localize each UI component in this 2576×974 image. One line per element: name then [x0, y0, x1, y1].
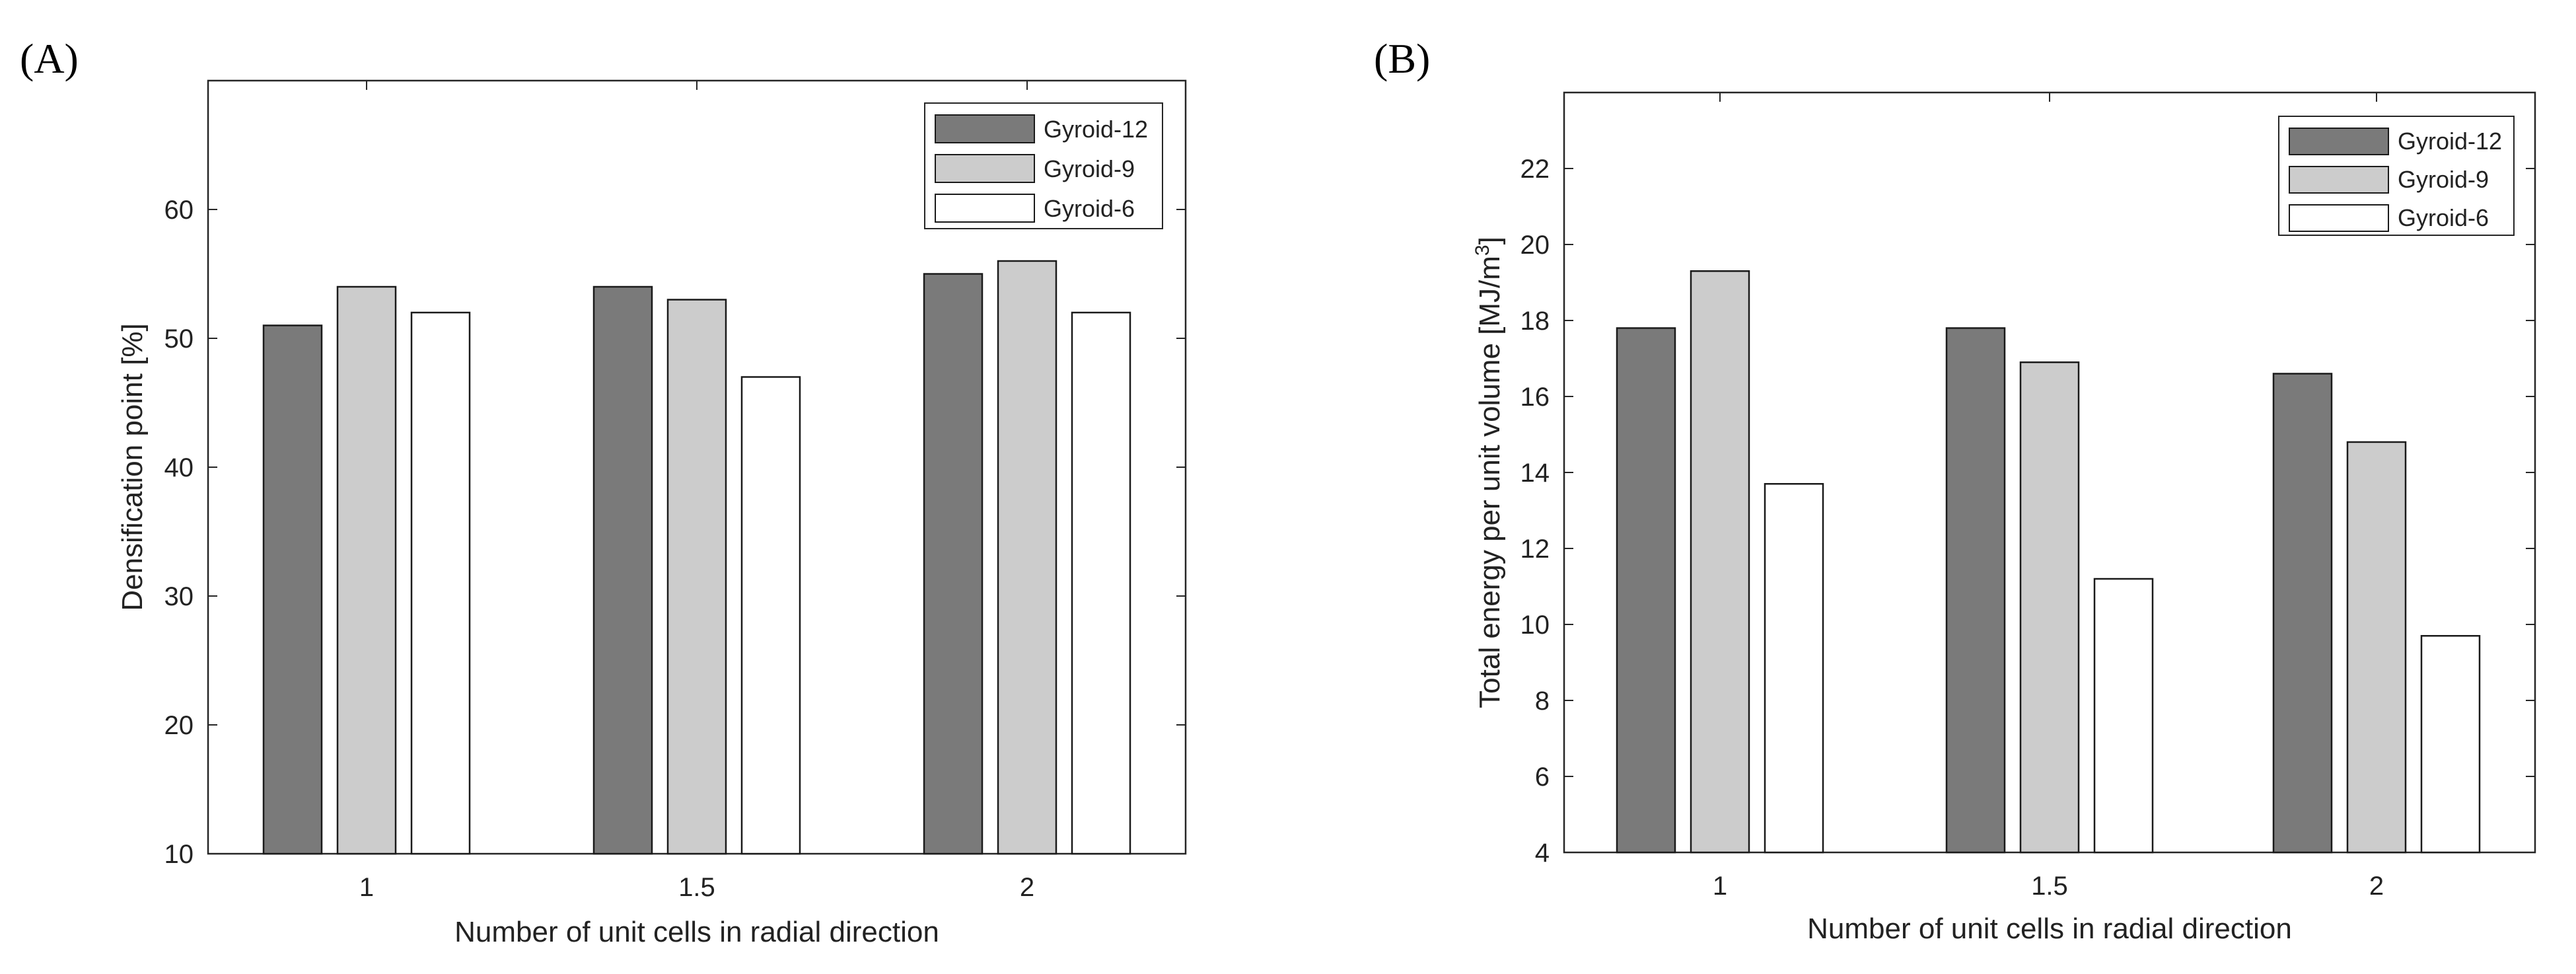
x-tick-label: 2 [1020, 873, 1034, 902]
legend-swatch-gyroid-12 [935, 114, 1035, 143]
legend-swatch-gyroid-6 [935, 194, 1035, 223]
panel-b-y-label-end: ] [1474, 237, 1506, 244]
y-tick-label: 14 [1521, 459, 1550, 488]
legend-label: Gyroid-6 [2398, 204, 2489, 231]
x-tick-label: 2 [2369, 872, 2384, 901]
panel-b-bars [1616, 270, 2481, 854]
legend-label: Gyroid-6 [1044, 195, 1135, 222]
y-tick-label: 12 [1521, 535, 1550, 564]
x-tick-label: 1 [359, 873, 374, 902]
panel-a-letter: (A) [20, 35, 79, 82]
x-tick-label: 1.5 [2031, 872, 2068, 901]
y-tick-label: 16 [1521, 383, 1550, 412]
bar-gyroid-9-2 [997, 260, 1057, 855]
bar-gyroid-6-1 [1764, 483, 1824, 854]
bar-gyroid-12-2 [923, 273, 984, 855]
panel-b-legend: Gyroid-12 Gyroid-9 Gyroid-6 [2278, 116, 2515, 236]
legend-swatch-gyroid-9 [935, 154, 1035, 183]
bar-gyroid-9-2 [2346, 441, 2407, 854]
bar-gyroid-9-1-5 [2019, 361, 2080, 854]
x-tick-label: 1.5 [678, 873, 715, 902]
legend-swatch-gyroid-12 [2289, 128, 2389, 155]
y-tick-label: 4 [1535, 839, 1550, 868]
legend-swatch-gyroid-9 [2289, 166, 2389, 194]
bar-gyroid-6-1-5 [2093, 578, 2154, 854]
legend-label: Gyroid-9 [1044, 155, 1135, 182]
y-tick-label: 60 [164, 196, 194, 225]
panel-b-y-label-sup: 3 [1472, 244, 1493, 256]
legend-label: Gyroid-9 [2398, 166, 2489, 193]
legend-swatch-gyroid-6 [2289, 204, 2389, 232]
y-tick-label: 40 [164, 453, 194, 482]
y-tick-label: 20 [164, 711, 194, 740]
y-tick-label: 10 [1521, 611, 1550, 640]
x-tick-label: 1 [1713, 872, 1727, 901]
bar-gyroid-6-2 [1071, 311, 1131, 855]
panel-a-legend: Gyroid-12 Gyroid-9 Gyroid-6 [924, 102, 1163, 229]
panel-b-x-ticks: 1 1.5 2 [1713, 93, 2384, 901]
bar-gyroid-9-1 [1690, 270, 1750, 854]
panel-a-y-ticks: 10 20 30 40 50 60 [164, 196, 1186, 869]
y-tick-label: 8 [1535, 687, 1550, 716]
panel-b-letter: (B) [1374, 35, 1430, 82]
panel-a-x-label: Number of unit cells in radial direction [454, 916, 939, 948]
panel-b-y-label-main: Total energy per unit volume [MJ/m [1474, 256, 1506, 708]
bar-gyroid-9-1 [336, 285, 397, 855]
y-tick-label: 6 [1535, 763, 1550, 792]
legend-label: Gyroid-12 [1044, 116, 1148, 143]
y-tick-label: 30 [164, 582, 194, 611]
panel-b-y-label: Total energy per unit volume [MJ/m3] [1472, 237, 1506, 708]
panel-b-x-label: Number of unit cells in radial direction [1807, 913, 2292, 945]
panel-a-y-label: Densification point [%] [116, 323, 149, 611]
y-tick-label: 50 [164, 324, 194, 354]
y-tick-label: 20 [1521, 231, 1550, 260]
bar-gyroid-6-1-5 [740, 376, 801, 855]
panel-a-x-ticks: 1 1.5 2 [359, 81, 1034, 902]
y-tick-label: 22 [1521, 155, 1550, 184]
bar-gyroid-9-1-5 [666, 299, 727, 855]
bar-gyroid-12-2 [2272, 373, 2333, 854]
panel-b-y-ticks: 4 6 8 10 12 14 16 18 20 22 [1521, 155, 2535, 868]
panel-a-bars [262, 260, 1131, 855]
bar-gyroid-12-1-5 [1945, 327, 2006, 854]
bar-gyroid-6-2 [2420, 635, 2481, 854]
y-tick-label: 10 [164, 840, 194, 869]
bar-gyroid-12-1 [1616, 327, 1676, 854]
bar-gyroid-6-1 [410, 311, 471, 855]
y-tick-label: 18 [1521, 307, 1550, 336]
bar-gyroid-12-1 [262, 324, 323, 855]
legend-label: Gyroid-12 [2398, 128, 2502, 155]
bar-gyroid-12-1-5 [592, 285, 653, 855]
